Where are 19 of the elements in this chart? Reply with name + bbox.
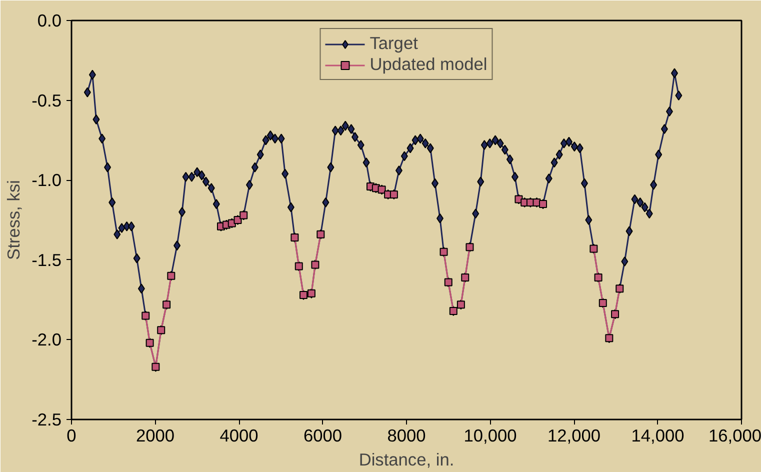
y-tick-label: 0.0: [37, 10, 62, 30]
x-tick-label: 14,000: [631, 426, 684, 446]
x-tick-label: 8000: [387, 426, 426, 446]
y-axis-title: Stress, ksi: [4, 180, 24, 260]
y-tick-label: -2.5: [32, 410, 62, 430]
x-tick-label: 0: [66, 426, 76, 446]
legend-label: Updated model: [370, 54, 488, 75]
x-tick-label: 10,000: [464, 426, 517, 446]
x-tick-label: 2000: [136, 426, 175, 446]
x-tick-label: 12,000: [548, 426, 600, 446]
y-tick-label: -1.0: [32, 170, 62, 190]
x-axis-title: Distance, in.: [358, 450, 454, 470]
y-tick-label: -0.5: [32, 90, 62, 110]
x-tick-label: 16,000: [708, 426, 761, 446]
y-tick-label: -1.5: [32, 250, 62, 270]
x-tick-label: 6000: [303, 426, 342, 446]
legend-label: Target: [370, 33, 418, 54]
y-tick-label: -2.0: [32, 330, 62, 350]
x-tick-label: 4000: [220, 426, 258, 446]
